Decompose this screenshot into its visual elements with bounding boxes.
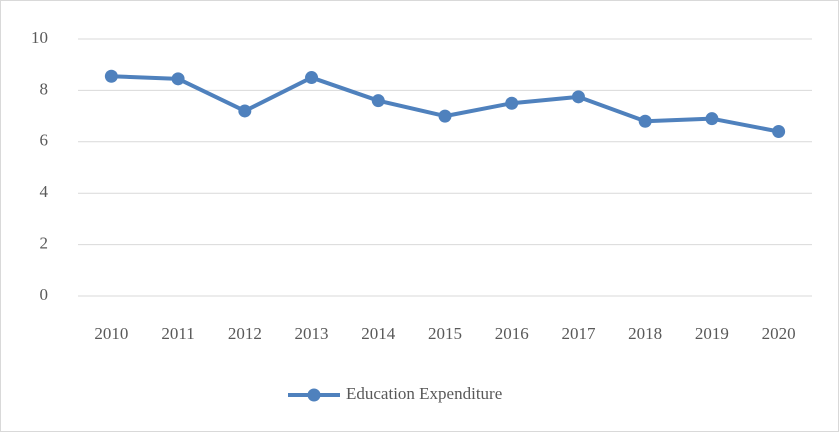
y-tick-label: 8: [40, 79, 49, 98]
legend-label: Education Expenditure: [346, 384, 502, 403]
x-tick-label: 2013: [295, 324, 329, 343]
x-tick-label: 2018: [628, 324, 662, 343]
x-tick-label: 2016: [495, 324, 529, 343]
data-point: [772, 125, 786, 139]
y-tick-label: 2: [40, 234, 49, 253]
data-point: [238, 104, 252, 118]
x-tick-label: 2017: [561, 324, 596, 343]
y-tick-label: 6: [40, 131, 49, 150]
x-tick-label: 2012: [228, 324, 262, 343]
legend-marker: [307, 388, 321, 402]
y-tick-label: 4: [40, 182, 49, 201]
data-point: [104, 69, 118, 83]
x-tick-label: 2010: [94, 324, 128, 343]
data-point: [705, 112, 719, 126]
x-tick-label: 2019: [695, 324, 729, 343]
x-tick-label: 2015: [428, 324, 462, 343]
data-point: [305, 71, 319, 85]
x-tick-label: 2011: [161, 324, 194, 343]
x-tick-label: 2014: [361, 324, 396, 343]
y-tick-label: 10: [31, 28, 48, 47]
data-point: [171, 72, 185, 86]
data-point: [571, 90, 585, 104]
data-point: [438, 109, 452, 123]
data-point: [371, 94, 385, 108]
data-point: [505, 96, 519, 110]
x-tick-label: 2020: [762, 324, 796, 343]
y-tick-label: 0: [40, 285, 49, 304]
data-point: [638, 114, 652, 128]
